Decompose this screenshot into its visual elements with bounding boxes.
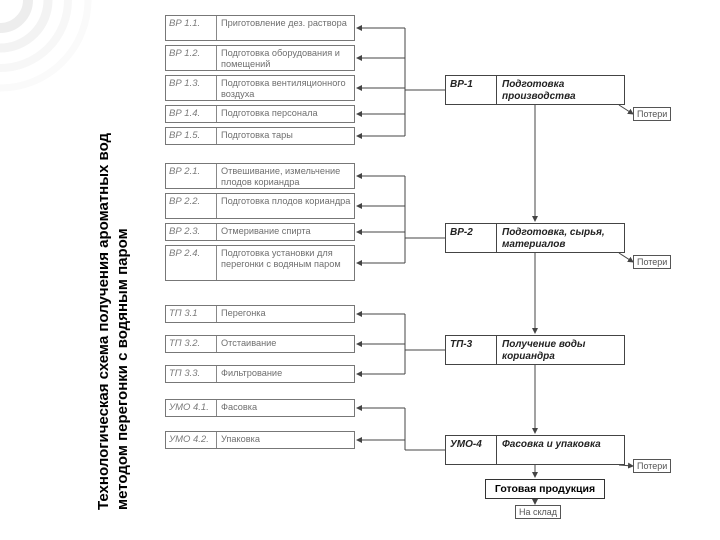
sub-text: Отмеривание спирта <box>221 226 351 237</box>
stage-code: ВР-2 <box>450 227 473 238</box>
sub-step-box: ТП 3.1 Перегонка <box>165 305 355 323</box>
loss-tag: Потери <box>633 459 671 473</box>
sub-text: Отвешивание, измельчение плодов кориандр… <box>221 166 351 187</box>
sub-text: Подготовка оборудования и помещений <box>221 48 351 69</box>
stage-text: Подготовка производства <box>502 79 620 102</box>
stage-text: Подготовка, сырья, материалов <box>502 227 620 250</box>
page-title: Технологическая схема получения ароматны… <box>95 133 133 510</box>
stage-text: Фасовка и упаковка <box>502 439 620 451</box>
stage-box: ТП-3 Получение воды кориандра <box>445 335 625 365</box>
stage-code: УМО-4 <box>450 439 482 450</box>
sub-text: Подготовка вентиляционного воздуха <box>221 78 351 99</box>
sub-text: Фасовка <box>221 402 351 413</box>
sub-step-box: УМО 4.2. Упаковка <box>165 431 355 449</box>
sub-code: ВР 1.2. <box>169 48 200 59</box>
loss-tag: Потери <box>633 107 671 121</box>
flowchart-diagram: ВР-1 Подготовка производства Потери ВР 1.1.… <box>155 15 715 535</box>
sub-code: ТП 3.1 <box>169 308 198 319</box>
stage-code: ТП-3 <box>450 339 472 350</box>
sub-step-box: ВР 1.1. Приготовление дез. раствора <box>165 15 355 41</box>
stage-box: ВР-2 Подготовка, сырья, материалов <box>445 223 625 253</box>
warehouse-tag: На склад <box>515 505 561 519</box>
stage-box: ВР-1 Подготовка производства <box>445 75 625 105</box>
sub-code: ТП 3.2. <box>169 338 200 349</box>
sub-step-box: ТП 3.3. Фильтрование <box>165 365 355 383</box>
stage-code: ВР-1 <box>450 79 473 90</box>
sub-text: Подготовка плодов кориандра <box>221 196 351 207</box>
sub-code: УМО 4.2. <box>169 434 209 445</box>
sub-text: Подготовка установки для перегонки с вод… <box>221 248 351 269</box>
sub-step-box: ВР 1.5. Подготовка тары <box>165 127 355 145</box>
sub-code: ТП 3.3. <box>169 368 200 379</box>
sub-text: Перегонка <box>221 308 351 319</box>
sub-step-box: ВР 2.3. Отмеривание спирта <box>165 223 355 241</box>
sub-text: Фильтрование <box>221 368 351 379</box>
sub-step-box: УМО 4.1. Фасовка <box>165 399 355 417</box>
sub-code: ВР 2.1. <box>169 166 200 177</box>
sub-text: Подготовка персонала <box>221 108 351 119</box>
sub-code: ВР 1.5. <box>169 130 200 141</box>
sub-text: Подготовка тары <box>221 130 351 141</box>
sub-code: ВР 1.3. <box>169 78 200 89</box>
sub-step-box: ВР 2.4. Подготовка установки для перегонк… <box>165 245 355 281</box>
sub-step-box: ВР 2.1. Отвешивание, измельчение плодов к… <box>165 163 355 189</box>
sub-code: ВР 2.3. <box>169 226 200 237</box>
sub-text: Упаковка <box>221 434 351 445</box>
sub-text: Приготовление дез. раствора <box>221 18 351 29</box>
sub-step-box: ВР 1.3. Подготовка вентиляционного воздух… <box>165 75 355 101</box>
sub-code: УМО 4.1. <box>169 402 209 413</box>
sub-code: ВР 1.1. <box>169 18 200 29</box>
sub-code: ВР 1.4. <box>169 108 200 119</box>
sub-text: Отстаивание <box>221 338 351 349</box>
sub-step-box: ВР 1.2. Подготовка оборудования и помещен… <box>165 45 355 71</box>
corner-decoration <box>0 0 120 120</box>
sub-step-box: ВР 2.2. Подготовка плодов кориандра <box>165 193 355 219</box>
sub-step-box: ВР 1.4. Подготовка персонала <box>165 105 355 123</box>
sub-step-box: ТП 3.2. Отстаивание <box>165 335 355 353</box>
loss-tag: Потери <box>633 255 671 269</box>
sub-code: ВР 2.2. <box>169 196 200 207</box>
sub-code: ВР 2.4. <box>169 248 200 259</box>
stage-box: УМО-4 Фасовка и упаковка <box>445 435 625 465</box>
stage-text: Получение воды кориандра <box>502 339 620 362</box>
final-product-box: Готовая продукция <box>485 479 605 499</box>
